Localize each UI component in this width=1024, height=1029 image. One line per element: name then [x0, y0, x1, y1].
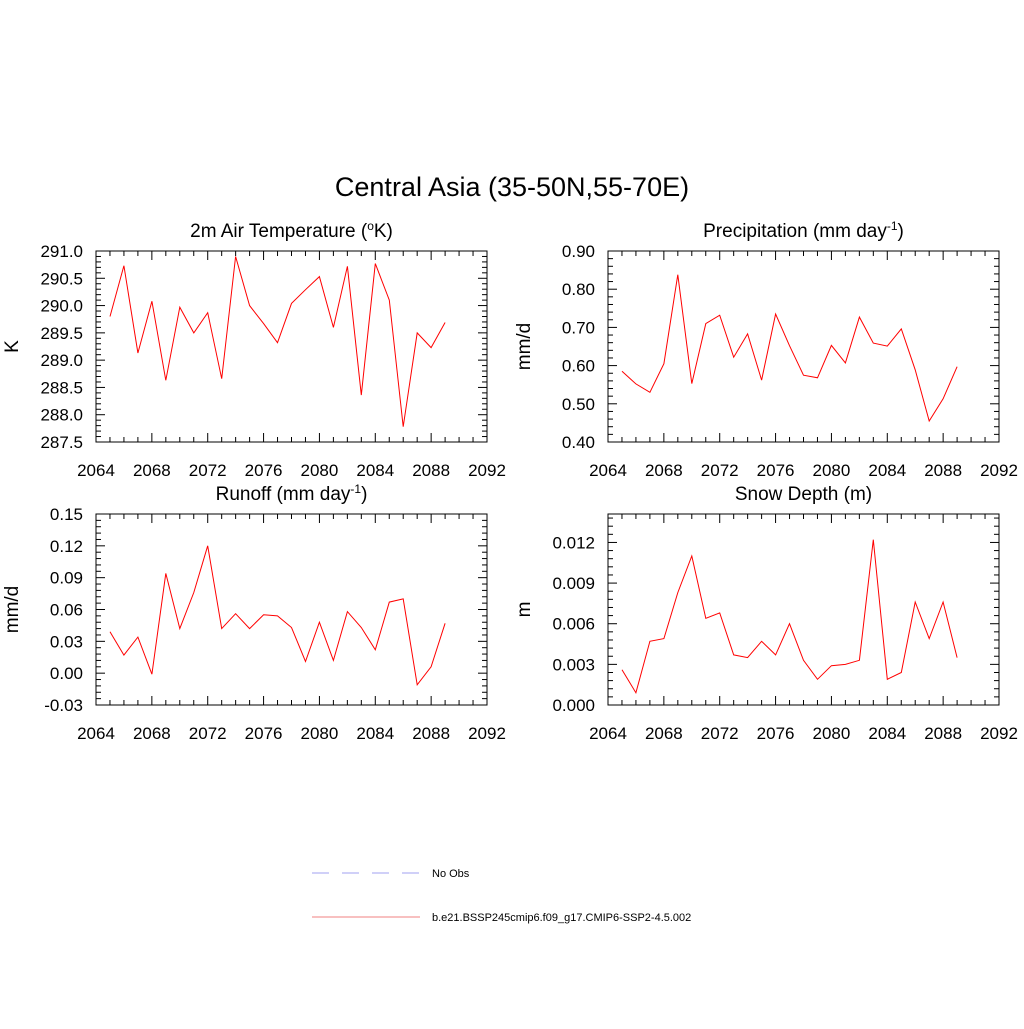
x-tick-label: 2076: [757, 461, 795, 480]
y-tick-label: 0.60: [562, 357, 595, 376]
panel-title-superscript: -1: [350, 482, 361, 496]
panel-title-main: Precipitation (mm day: [703, 221, 887, 242]
x-tick-label: 2068: [645, 461, 683, 480]
y-tick-label: 0.70: [562, 318, 595, 337]
y-axis-label: K: [2, 340, 23, 353]
y-tick-label: 0.40: [562, 433, 595, 452]
x-tick-label: 2088: [924, 724, 962, 743]
x-tick-label: 2088: [412, 724, 450, 743]
y-tick-label: 0.50: [562, 395, 595, 414]
y-tick-label: 289.5: [40, 324, 83, 343]
panel-title: Precipitation (mm day-1): [703, 219, 904, 242]
y-tick-label: 0.09: [50, 569, 83, 588]
y-tick-label: 288.0: [40, 406, 83, 425]
y-tick-label: 0.00: [50, 664, 83, 683]
plot-frame: [95, 513, 488, 706]
x-tick-label: 2064: [589, 724, 627, 743]
panel-title-superscript: o: [367, 219, 374, 233]
series-line: [109, 545, 446, 687]
y-tick-label: 290.0: [40, 297, 83, 316]
figure-title: Central Asia (35-50N,55-70E): [335, 172, 689, 202]
y-axis-label: m: [514, 602, 535, 618]
y-tick-label: 0.03: [50, 632, 83, 651]
x-tick-label: 2072: [701, 724, 739, 743]
panel-1: 2m Air Temperature (oK) K 2064 2068 2072 2076…: [2, 219, 506, 480]
panel-2: Precipitation (mm day-1) mm/d 2064 2068 2072…: [514, 219, 1018, 480]
panel-title-superscript: -1: [887, 219, 898, 233]
x-tick-label: 2068: [645, 724, 683, 743]
panel-title-main: Runoff (mm day: [216, 484, 351, 505]
y-tick-label: 290.5: [40, 269, 83, 288]
legend: No Obs b.e21.BSSP245cmip6.f09_g17.CMIP6-S…: [312, 868, 691, 924]
plot-frame: [95, 250, 488, 443]
x-tick-label: 2092: [468, 461, 506, 480]
y-tick-label: 0.06: [50, 601, 83, 620]
y-tick-label: 287.5: [40, 433, 83, 452]
y-tick-label: 291.0: [40, 242, 83, 261]
x-tick-label: 2084: [868, 724, 906, 743]
x-tick-label: 2072: [701, 461, 739, 480]
y-tick-label: -0.03: [44, 696, 83, 715]
y-axis-label: mm/d: [514, 323, 535, 371]
panel-4: Snow Depth (m) m 2064 2068 2072 2076 2080 2084 2…: [514, 484, 1018, 743]
y-axis-label: mm/d: [2, 586, 23, 634]
x-tick-label: 2092: [980, 461, 1018, 480]
x-tick-label: 2080: [813, 724, 851, 743]
series-line: [109, 256, 446, 427]
y-tick-label: 288.5: [40, 378, 83, 397]
x-tick-label: 2076: [245, 461, 283, 480]
y-tick-label: 0.12: [50, 537, 83, 556]
series-line: [621, 539, 958, 695]
x-tick-label: 2072: [189, 461, 227, 480]
x-tick-label: 2080: [813, 461, 851, 480]
legend-label-1: No Obs: [432, 868, 470, 880]
x-tick-label: 2064: [77, 461, 115, 480]
y-tick-label: 0.80: [562, 280, 595, 299]
panel-title-tail: K): [374, 221, 393, 242]
x-tick-label: 2076: [757, 724, 795, 743]
panel-3: Runoff (mm day-1) mm/d 2064 2068 2072 2076 208…: [2, 482, 506, 743]
x-tick-label: 2088: [412, 461, 450, 480]
y-tick-label: 0.15: [50, 505, 83, 524]
panel-title: 2m Air Temperature (oK): [190, 219, 393, 242]
panel-title-main: Snow Depth (m): [735, 484, 872, 505]
x-tick-label: 2080: [301, 461, 339, 480]
x-tick-label: 2064: [77, 724, 115, 743]
x-tick-label: 2084: [868, 461, 906, 480]
y-tick-label: 0.90: [562, 242, 595, 261]
panel-title-tail: ): [361, 484, 367, 505]
y-tick-label: 0.003: [552, 655, 595, 674]
panel-title: Snow Depth (m): [735, 484, 872, 505]
x-tick-label: 2068: [133, 461, 171, 480]
x-tick-label: 2092: [468, 724, 506, 743]
y-tick-label: 0.009: [552, 574, 595, 593]
y-tick-label: 0.012: [552, 533, 595, 552]
x-tick-label: 2084: [356, 724, 394, 743]
y-tick-label: 0.000: [552, 696, 595, 715]
x-tick-label: 2084: [356, 461, 394, 480]
panel-title: Runoff (mm day-1): [216, 482, 368, 505]
y-tick-label: 0.006: [552, 615, 595, 634]
x-tick-label: 2072: [189, 724, 227, 743]
legend-label-2: b.e21.BSSP245cmip6.f09_g17.CMIP6-SSP2-4.…: [432, 912, 691, 924]
y-tick-label: 289.0: [40, 351, 83, 370]
series-line: [621, 274, 958, 423]
panel-title-tail: ): [898, 221, 904, 242]
x-tick-label: 2064: [589, 461, 627, 480]
x-tick-label: 2092: [980, 724, 1018, 743]
panel-title-main: 2m Air Temperature (: [190, 221, 368, 242]
x-tick-label: 2076: [245, 724, 283, 743]
x-tick-label: 2088: [924, 461, 962, 480]
x-tick-label: 2068: [133, 724, 171, 743]
x-tick-label: 2080: [301, 724, 339, 743]
